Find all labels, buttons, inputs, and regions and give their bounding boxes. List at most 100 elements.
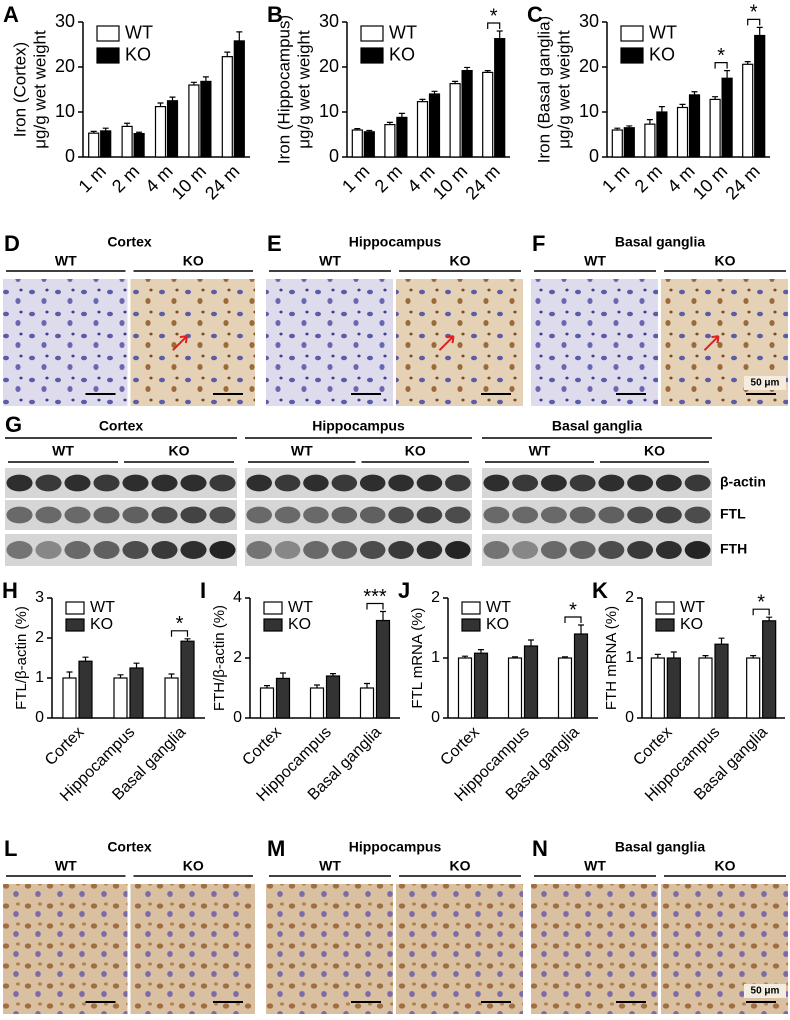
error-bar (124, 122, 131, 127)
bar (259, 687, 275, 719)
blot-band (93, 474, 120, 492)
group-label: KO (450, 253, 471, 269)
region-title: Cortex (107, 839, 152, 855)
blot-band (684, 506, 711, 524)
micrograph (3, 279, 128, 406)
significance-label: * (569, 599, 577, 621)
bar (494, 38, 506, 158)
significance-bracket (714, 62, 728, 69)
x-tick-label: Cortex (42, 724, 87, 769)
error-bar (136, 131, 143, 134)
y-axis-label: Iron (Basal ganglia) (534, 16, 553, 163)
panel-letter: J (398, 578, 410, 603)
panel-letter: N (532, 836, 548, 861)
error-bar (157, 102, 164, 107)
blot-band (180, 474, 207, 492)
y-tick-label: 0 (589, 146, 599, 166)
group-label: WT (319, 253, 341, 269)
bar (351, 129, 363, 158)
error-bar (168, 673, 175, 678)
scale-label: 50 μm (751, 986, 780, 997)
bar (507, 657, 523, 719)
y-tick-label: 0 (329, 146, 339, 166)
blot-band (35, 506, 62, 524)
error-bar (236, 31, 243, 41)
legend-label: WT (649, 22, 677, 42)
blot-band (331, 506, 358, 524)
blot-band (246, 506, 272, 524)
y-tick-label: 20 (579, 56, 599, 76)
group-label: WT (291, 443, 313, 459)
x-tick-label: 2 m (631, 161, 666, 196)
significance-label: * (490, 5, 498, 27)
legend-label: KO (90, 616, 113, 633)
significance-label: * (176, 613, 184, 635)
band-label: FTH (720, 541, 747, 557)
y-axis-label: FTH/β-actin (%) (211, 605, 228, 711)
bar (482, 71, 494, 158)
panel-letter: A (3, 2, 19, 27)
x-tick-label: 1 m (598, 161, 633, 196)
y-tick-label: 20 (55, 56, 75, 76)
legend-label: KO (288, 616, 311, 633)
error-bar (330, 673, 336, 676)
blot-band (416, 506, 443, 524)
legend-swatch (65, 618, 85, 632)
legend-swatch (96, 25, 120, 42)
error-bar (654, 653, 661, 658)
x-tick-label: 2 m (108, 161, 143, 196)
y-tick-label: 10 (579, 101, 599, 121)
micrograph (3, 884, 128, 1014)
error-bar (528, 639, 534, 646)
y-axis-label: FTH mRNA (%) (603, 606, 620, 710)
blot-band (209, 474, 236, 492)
legend-swatch (461, 601, 481, 615)
region-title: Hippocampus (312, 418, 405, 434)
blot-band (483, 506, 510, 524)
blot-band (540, 474, 567, 492)
y-tick-label: 30 (319, 11, 339, 31)
significance-bracket (170, 630, 189, 637)
blot-band (6, 506, 33, 524)
blot-band (598, 474, 625, 492)
error-bar (431, 90, 438, 94)
blot-band (483, 474, 510, 492)
blot-band (598, 506, 625, 524)
bar (762, 620, 777, 719)
significance-label: * (757, 591, 765, 613)
error-bar (464, 66, 471, 71)
x-tick-label: 1 m (338, 161, 373, 196)
blot-band (359, 474, 386, 492)
y-tick-label: 30 (579, 11, 599, 31)
significance-label: * (717, 45, 725, 67)
error-bar (756, 26, 763, 36)
bar (62, 677, 77, 719)
bar (363, 131, 375, 158)
blot-band (122, 541, 149, 559)
x-tick-label: 10 m (168, 161, 210, 203)
bar (359, 687, 375, 719)
arrow (172, 335, 188, 351)
blot-band (627, 506, 654, 524)
bar (611, 129, 623, 158)
blot-band (388, 506, 414, 524)
error-bar (102, 127, 109, 131)
bar (309, 687, 325, 719)
blot-band (274, 474, 301, 492)
bar (746, 657, 761, 719)
y-tick-label: 4 (233, 589, 242, 606)
group-label: KO (183, 253, 204, 269)
bar (164, 677, 179, 719)
panel-letter: L (4, 836, 17, 861)
blot-band (331, 541, 358, 559)
bar (129, 667, 144, 719)
group-label: KO (715, 858, 736, 874)
x-tick-label: 10 m (689, 161, 731, 203)
panel-letter: M (267, 836, 285, 861)
error-bar (512, 656, 518, 658)
error-bar (264, 685, 270, 688)
bar (714, 643, 729, 719)
bar (180, 640, 195, 719)
blot-band (627, 541, 654, 559)
x-tick-label: 1 m (75, 161, 110, 196)
